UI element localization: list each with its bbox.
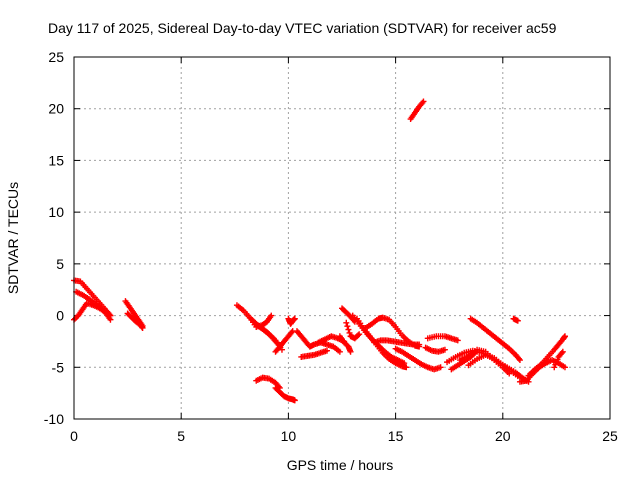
data-point (419, 99, 426, 106)
chart-title: Day 117 of 2025, Sidereal Day-to-day VTE… (48, 20, 557, 36)
data-point (291, 397, 298, 404)
data-point (356, 331, 363, 338)
data-point (437, 364, 444, 371)
y-tick-label: -10 (44, 411, 64, 427)
x-tick-label: 10 (281, 428, 297, 444)
x-tick-label: 5 (177, 428, 185, 444)
data-point (420, 98, 427, 105)
series-track-22 (354, 315, 410, 371)
series-track-33 (510, 315, 521, 324)
y-tick-label: -5 (52, 359, 65, 375)
series-track-36 (551, 348, 566, 371)
series-track-31 (467, 315, 523, 364)
data-point (355, 332, 362, 339)
x-tick-label: 15 (388, 428, 404, 444)
y-tick-label: 0 (56, 308, 64, 324)
y-axis-label: SDTVAR / TECUs (5, 182, 21, 294)
data-point (323, 347, 330, 354)
series-track-07 (407, 98, 427, 123)
data-point (516, 357, 523, 364)
data-point (347, 348, 354, 355)
data-point (515, 355, 522, 362)
series-track-26 (422, 344, 448, 355)
data-point (344, 323, 351, 330)
data-point (514, 317, 521, 324)
data-point (343, 319, 350, 326)
series-track-16 (298, 347, 330, 360)
data-point (345, 326, 352, 333)
data-point (441, 346, 448, 353)
data-point (471, 349, 478, 356)
data-point (403, 364, 410, 371)
data-point (291, 315, 298, 322)
x-tick-label: 0 (70, 428, 78, 444)
data-point (561, 364, 568, 371)
data-point (268, 312, 275, 319)
series-track-27 (424, 333, 461, 344)
data-point (288, 329, 295, 336)
series-track-24 (371, 337, 423, 348)
grid-lines (74, 57, 610, 419)
x-tick-label: 25 (602, 428, 618, 444)
series-track-11 (272, 328, 296, 355)
data-points (71, 98, 568, 404)
series-track-13 (253, 374, 283, 391)
data-point (106, 311, 113, 318)
y-tick-label: 15 (48, 152, 64, 168)
data-point (346, 329, 353, 336)
data-point (336, 348, 343, 355)
data-point (107, 312, 114, 319)
series-track-32 (448, 349, 478, 373)
series-track-14 (272, 384, 298, 404)
y-tick-label: 25 (48, 49, 64, 65)
axis-ticks (73, 56, 611, 420)
data-point (470, 350, 477, 357)
series-track-06 (124, 310, 146, 331)
x-tick-labels: 0 5 10 15 20 25 (70, 428, 618, 444)
series-track-19 (343, 319, 363, 342)
data-point (416, 341, 423, 348)
y-tick-labels: -10 -5 0 5 10 15 20 25 (44, 49, 64, 427)
y-tick-label: 20 (48, 101, 64, 117)
plot-frame (73, 56, 611, 420)
series-track-25 (392, 345, 444, 373)
y-tick-label: 5 (56, 256, 64, 272)
data-point (558, 350, 565, 357)
series-track-30 (465, 351, 523, 381)
series-track-18 (336, 333, 354, 355)
y-tick-label: 10 (48, 204, 64, 220)
data-point (561, 333, 568, 340)
series-track-03 (71, 300, 90, 323)
series-track-15 (293, 328, 343, 355)
data-point (139, 324, 146, 331)
x-axis-label: GPS time / hours (287, 457, 394, 473)
series-track-12 (285, 315, 298, 327)
data-point (454, 337, 461, 344)
series-track-35 (525, 333, 568, 379)
x-tick-label: 20 (495, 428, 511, 444)
series-track-04 (83, 300, 114, 319)
data-point (559, 348, 566, 355)
